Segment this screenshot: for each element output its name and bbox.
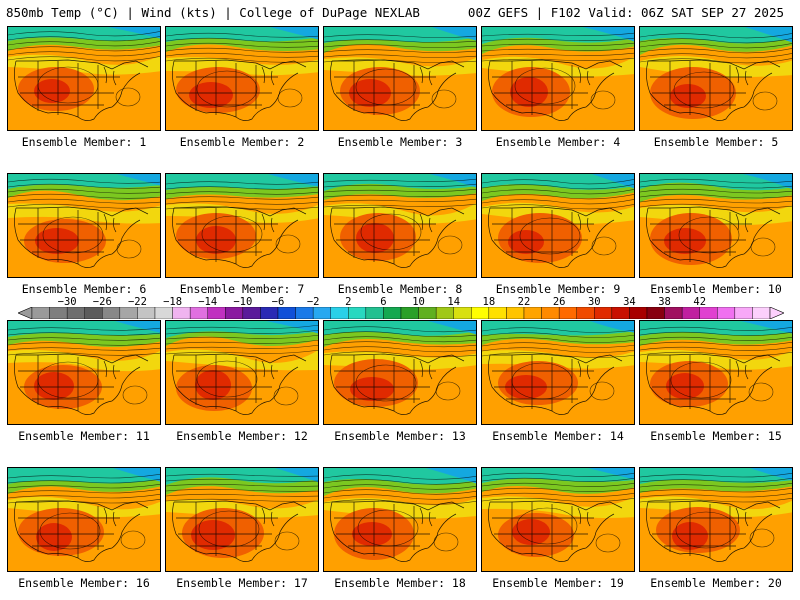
valid-time: 00Z GEFS | F102 Valid: 06Z SAT SEP 27 20… (467, 5, 784, 20)
temperature-field (324, 468, 476, 571)
ensemble-member-label: Ensemble Member: 12 (176, 429, 308, 443)
ensemble-member-label: Ensemble Member: 14 (492, 429, 624, 443)
ensemble-map-16 (7, 467, 161, 572)
ensemble-member-label: Ensemble Member: 18 (334, 576, 466, 590)
temperature-field (482, 468, 634, 571)
colorbar-tick-label: 10 (412, 296, 425, 308)
ensemble-map-11 (7, 320, 161, 425)
colorbar-tick-label: 6 (380, 296, 387, 308)
ensemble-member-label: Ensemble Member: 7 (179, 282, 305, 296)
temperature-field (324, 321, 476, 424)
ensemble-map-2 (165, 26, 319, 131)
colorbar-tick-label: −10 (233, 296, 253, 308)
ensemble-map-18 (323, 467, 477, 572)
colorbar-tick-label: −26 (92, 296, 112, 308)
ensemble-map-13 (323, 320, 477, 425)
ensemble-map-14 (481, 320, 635, 425)
ensemble-member-label: Ensemble Member: 5 (653, 135, 779, 149)
temperature-field (640, 321, 792, 424)
ensemble-map-7 (165, 173, 319, 278)
colorbar-tick-label: −18 (163, 296, 183, 308)
colorbar-tick-label: 38 (658, 296, 671, 308)
colorbar-tick-label: 14 (447, 296, 461, 308)
temperature-field (166, 27, 318, 130)
ensemble-member-label: Ensemble Member: 17 (176, 576, 308, 590)
temperature-field (324, 27, 476, 130)
ensemble-map-6 (7, 173, 161, 278)
ensemble-map-12 (165, 320, 319, 425)
temperature-field (640, 174, 792, 277)
colorbar-tick-label: 18 (482, 296, 496, 308)
colorbar-tick-label: 26 (552, 296, 566, 308)
ensemble-member-label: Ensemble Member: 20 (650, 576, 782, 590)
ensemble-map-9 (481, 173, 635, 278)
colorbar (18, 307, 784, 319)
ensemble-member-label: Ensemble Member: 2 (179, 135, 305, 149)
temperature-field (324, 174, 476, 277)
temperature-field (8, 27, 160, 130)
ensemble-map-3 (323, 26, 477, 131)
colorbar-tick-label: 2 (345, 296, 352, 308)
ensemble-member-label: Ensemble Member: 11 (18, 429, 150, 443)
colorbar-tick-label: −14 (198, 296, 218, 308)
colorbar-tick-label: 30 (587, 296, 601, 308)
colorbar-tick-label: 34 (623, 296, 636, 308)
temperature-field (640, 468, 792, 571)
colorbar-tick-label: 42 (693, 296, 707, 308)
temperature-field (482, 321, 634, 424)
ensemble-map-1 (7, 26, 161, 131)
temperature-field (8, 321, 160, 424)
ensemble-member-label: Ensemble Member: 6 (21, 282, 147, 296)
ensemble-map-4 (481, 26, 635, 131)
ensemble-member-label: Ensemble Member: 1 (21, 135, 147, 149)
ensemble-map-5 (639, 26, 793, 131)
colorbar-tick-label: −6 (271, 296, 285, 308)
temperature-field (166, 321, 318, 424)
ensemble-member-label: Ensemble Member: 4 (495, 135, 621, 149)
temperature-field (166, 174, 318, 277)
ensemble-member-label: Ensemble Member: 16 (18, 576, 150, 590)
ensemble-map-15 (639, 320, 793, 425)
colorbar-tick-label: −2 (306, 296, 320, 308)
ensemble-member-label: Ensemble Member: 15 (650, 429, 782, 443)
temperature-field (8, 174, 160, 277)
ensemble-map-10 (639, 173, 793, 278)
ensemble-map-19 (481, 467, 635, 572)
temperature-field (640, 27, 792, 130)
ensemble-map-17 (165, 467, 319, 572)
temperature-field (482, 174, 634, 277)
colorbar-tick-label: −22 (127, 296, 147, 308)
ensemble-member-label: Ensemble Member: 9 (495, 282, 621, 296)
ensemble-member-label: Ensemble Member: 8 (337, 282, 463, 296)
ensemble-member-label: Ensemble Member: 3 (337, 135, 463, 149)
ensemble-member-label: Ensemble Member: 10 (650, 282, 782, 296)
colorbar-tick-label: −30 (57, 296, 77, 308)
temperature-field (482, 27, 634, 130)
ensemble-member-label: Ensemble Member: 13 (334, 429, 466, 443)
ensemble-map-20 (639, 467, 793, 572)
temperature-field (8, 468, 160, 571)
temperature-field (166, 468, 318, 571)
ensemble-map-8 (323, 173, 477, 278)
ensemble-member-label: Ensemble Member: 19 (492, 576, 624, 590)
map-title: 850mb Temp (°C) | Wind (kts) | College o… (6, 5, 420, 20)
colorbar-tick-label: 22 (517, 296, 531, 308)
